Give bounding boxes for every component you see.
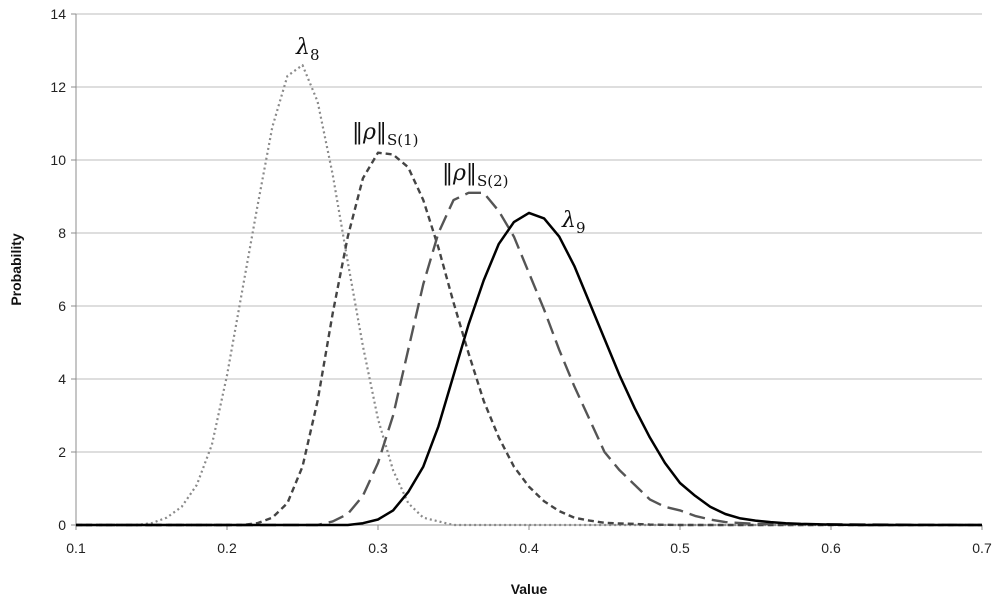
series-line-4 — [76, 211, 982, 527]
y-tick-label: 0 — [58, 517, 66, 533]
x-tick-label: 0.1 — [66, 540, 86, 556]
y-tick-label: 8 — [58, 225, 66, 241]
x-axis-title: Value — [511, 581, 548, 597]
series-labels: λ8 ‖ρ‖S(1) ‖ρ‖S(2) λ9 — [295, 35, 586, 237]
x-tick-label: 0.7 — [972, 540, 992, 556]
y-tick-label: 14 — [50, 6, 66, 22]
series-label-2: ‖ρ‖S(1) — [352, 120, 418, 149]
y-tick-label: 12 — [50, 79, 66, 95]
x-tick-label: 0.3 — [368, 540, 388, 556]
series-label-3: ‖ρ‖S(2) — [442, 161, 508, 190]
x-tick-label: 0.6 — [821, 540, 841, 556]
y-axis-title: Probability — [8, 233, 24, 306]
gridlines — [76, 13, 982, 453]
series-label-4: λ9 — [561, 208, 586, 237]
y-tick-label: 6 — [58, 298, 66, 314]
y-tick-label: 2 — [58, 444, 66, 460]
tick-labels: 0 2 4 6 8 10 12 14 0.1 0.2 0.3 0.4 0.5 0.6 0.7 — [50, 6, 992, 556]
series-line-1 — [76, 63, 982, 527]
series-line-2 — [76, 151, 982, 527]
x-tick-label: 0.2 — [217, 540, 237, 556]
x-tick-label: 0.4 — [519, 540, 539, 556]
y-tick-label: 4 — [58, 371, 66, 387]
series-lines — [76, 63, 983, 527]
y-tick-label: 10 — [50, 152, 66, 168]
axes — [71, 13, 983, 530]
x-tick-label: 0.5 — [670, 540, 690, 556]
series-label-1: λ8 — [295, 35, 320, 64]
series-line-3 — [76, 191, 983, 527]
